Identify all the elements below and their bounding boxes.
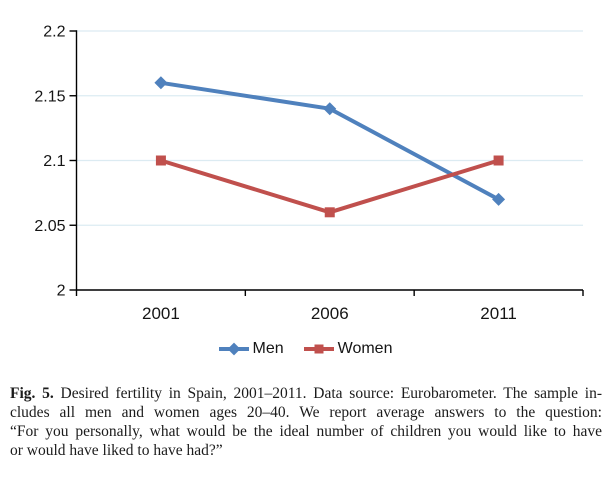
women-square-marker-icon: [314, 344, 324, 354]
y-tick-label: 2.1: [43, 153, 65, 170]
y-tick-label: 2.05: [34, 218, 65, 235]
data-point-men: [154, 76, 168, 90]
legend-item-women: Women: [303, 340, 393, 357]
fertility-line-chart: 2 2.05 2.1 2.15 2.2 2001 2006 2011 Men Women: [0, 24, 611, 357]
x-tick-label: 2011: [480, 304, 517, 323]
data-point-women: [493, 155, 504, 166]
men-line-swatch: [218, 342, 249, 356]
caption-line: Fig. 5. Desired fertility in Spain, 2001…: [10, 384, 602, 403]
series-line-women: [158, 158, 501, 215]
caption-line: or would have liked to have had?”: [10, 442, 223, 459]
series-line-men: [158, 80, 501, 202]
women-line-swatch: [303, 344, 334, 354]
caption-line: cludes all men and women ages 20–40. We …: [10, 404, 602, 421]
y-tick-label: 2.2: [43, 24, 65, 41]
data-point-men: [492, 192, 506, 206]
data-point-women: [155, 155, 166, 166]
x-tick-label: 2006: [311, 304, 349, 323]
chart-legend: Men Women: [0, 341, 611, 357]
data-point-men: [323, 102, 337, 116]
data-point-women: [324, 207, 335, 218]
y-tick-label: 2: [57, 283, 66, 300]
men-diamond-marker-icon: [227, 342, 240, 356]
chart-plot-area: 2 2.05 2.1 2.15 2.2 2001 2006 2011: [34, 24, 584, 323]
legend-item-men: Men: [218, 340, 284, 357]
legend-label-women: Women: [337, 340, 393, 357]
figure-number-label: Fig. 5.: [10, 385, 54, 402]
y-tick-label: 2.15: [34, 88, 65, 105]
caption-text: Desired fertility in Spain, 2001–2011. D…: [60, 385, 602, 402]
caption-line: “For you personally, what would be the i…: [10, 423, 602, 440]
figure-caption: Fig. 5. Desired fertility in Spain, 2001…: [10, 384, 602, 460]
x-tick-label: 2001: [142, 304, 180, 323]
legend-label-men: Men: [252, 340, 284, 357]
